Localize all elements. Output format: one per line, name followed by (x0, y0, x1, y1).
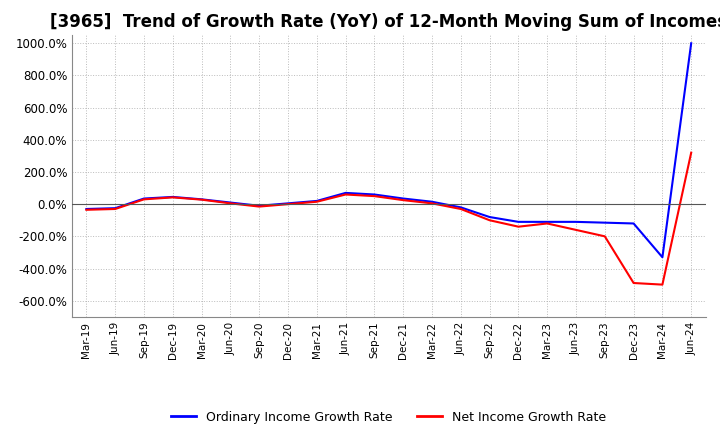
Net Income Growth Rate (111, 206, 120, 212)
Ordinary Income Growth Rate (600, 220, 609, 225)
Net Income Growth Rate (658, 282, 667, 287)
Net Income Growth Rate (428, 201, 436, 206)
Ordinary Income Growth Rate (111, 205, 120, 211)
Ordinary Income Growth Rate (168, 194, 177, 200)
Ordinary Income Growth Rate (428, 199, 436, 205)
Net Income Growth Rate (687, 150, 696, 155)
Net Income Growth Rate (197, 197, 206, 202)
Net Income Growth Rate (284, 202, 292, 207)
Ordinary Income Growth Rate (658, 255, 667, 260)
Net Income Growth Rate (600, 234, 609, 239)
Net Income Growth Rate (456, 206, 465, 212)
Ordinary Income Growth Rate (140, 196, 148, 201)
Net Income Growth Rate (399, 198, 408, 203)
Ordinary Income Growth Rate (226, 200, 235, 205)
Net Income Growth Rate (255, 204, 264, 209)
Net Income Growth Rate (341, 192, 350, 197)
Title: [3965]  Trend of Growth Rate (YoY) of 12-Month Moving Sum of Incomes: [3965] Trend of Growth Rate (YoY) of 12-… (50, 13, 720, 31)
Net Income Growth Rate (140, 197, 148, 202)
Net Income Growth Rate (312, 199, 321, 205)
Net Income Growth Rate (370, 194, 379, 199)
Net Income Growth Rate (168, 195, 177, 200)
Line: Ordinary Income Growth Rate: Ordinary Income Growth Rate (86, 43, 691, 257)
Net Income Growth Rate (82, 207, 91, 213)
Ordinary Income Growth Rate (312, 198, 321, 204)
Legend: Ordinary Income Growth Rate, Net Income Growth Rate: Ordinary Income Growth Rate, Net Income … (166, 406, 611, 429)
Net Income Growth Rate (629, 280, 638, 286)
Net Income Growth Rate (572, 227, 580, 233)
Ordinary Income Growth Rate (197, 197, 206, 202)
Net Income Growth Rate (543, 221, 552, 226)
Ordinary Income Growth Rate (456, 205, 465, 210)
Line: Net Income Growth Rate: Net Income Growth Rate (86, 153, 691, 285)
Ordinary Income Growth Rate (399, 196, 408, 201)
Ordinary Income Growth Rate (82, 206, 91, 212)
Net Income Growth Rate (226, 201, 235, 206)
Ordinary Income Growth Rate (572, 219, 580, 224)
Ordinary Income Growth Rate (687, 40, 696, 46)
Ordinary Income Growth Rate (341, 190, 350, 195)
Ordinary Income Growth Rate (514, 219, 523, 224)
Ordinary Income Growth Rate (629, 221, 638, 226)
Net Income Growth Rate (514, 224, 523, 229)
Ordinary Income Growth Rate (543, 219, 552, 224)
Ordinary Income Growth Rate (284, 201, 292, 206)
Ordinary Income Growth Rate (485, 214, 494, 220)
Net Income Growth Rate (485, 218, 494, 223)
Ordinary Income Growth Rate (255, 203, 264, 209)
Ordinary Income Growth Rate (370, 192, 379, 197)
